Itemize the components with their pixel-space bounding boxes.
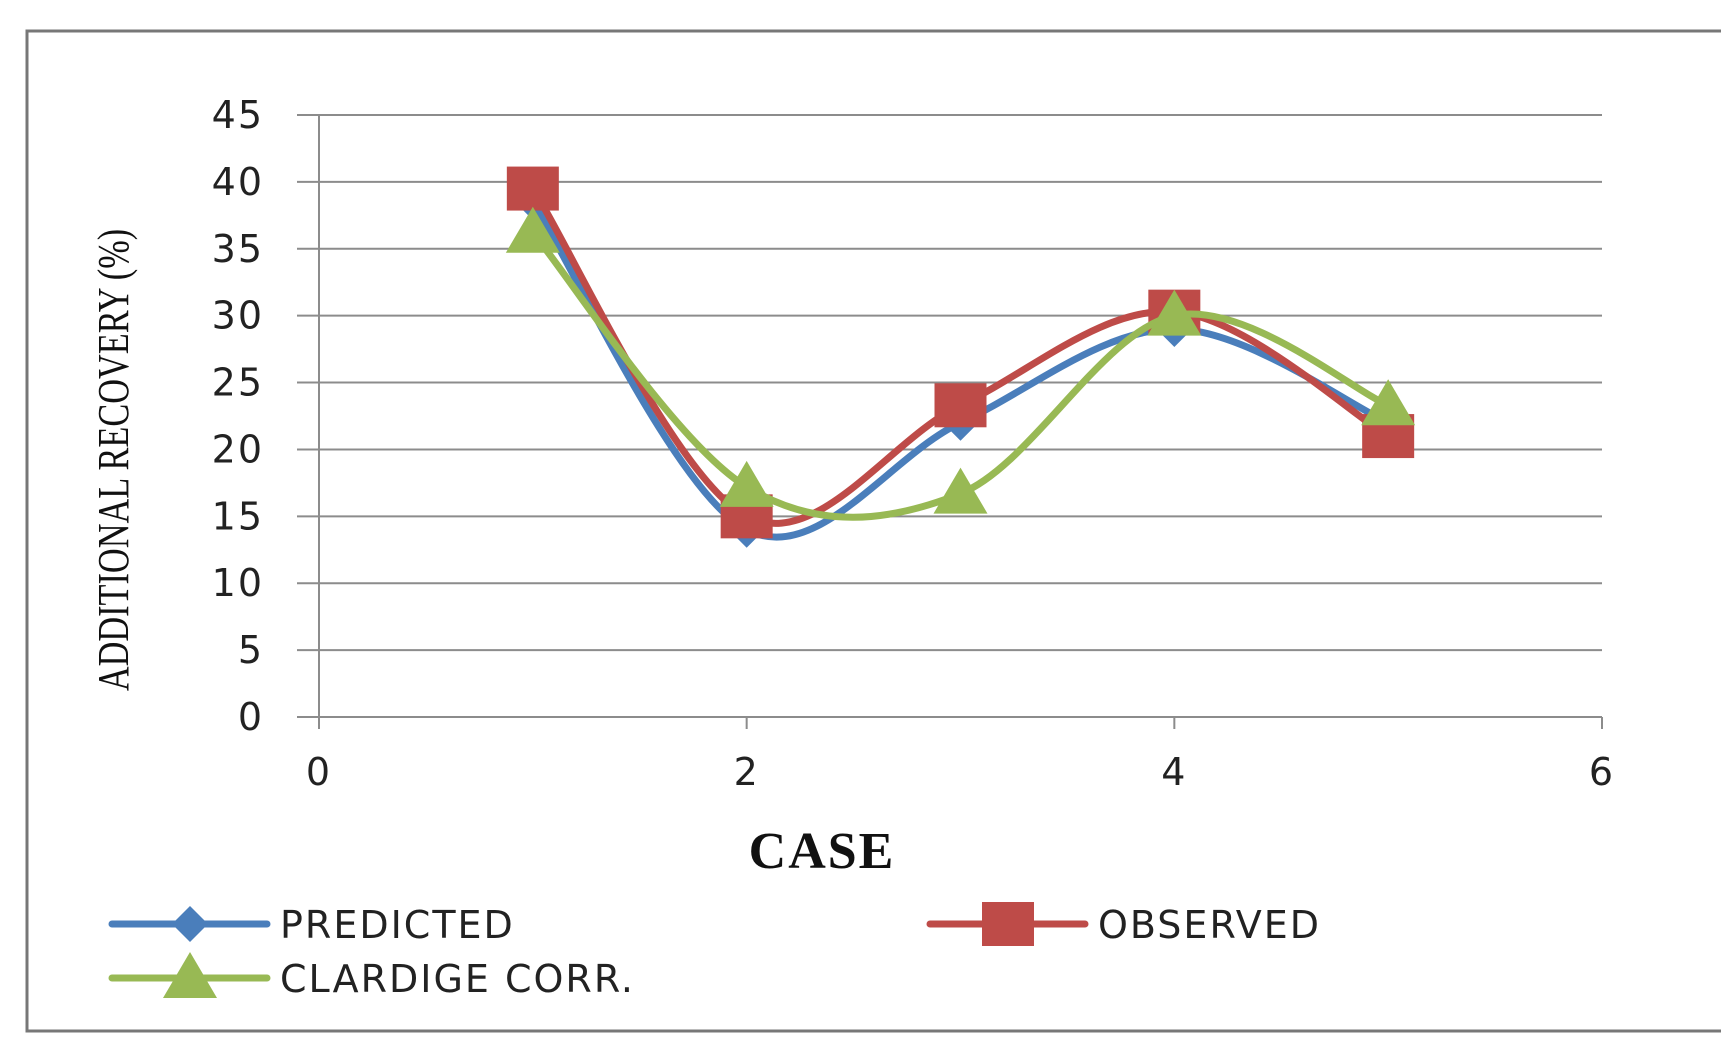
y-tick-label: 5: [238, 628, 264, 672]
data-point-square: [934, 383, 987, 428]
x-tick-label: 2: [734, 750, 760, 794]
legend-label: OBSERVED: [1098, 903, 1321, 947]
data-point-triangle: [719, 460, 774, 507]
series-line: [529, 198, 1392, 541]
legend-marker-square: [982, 902, 1034, 946]
legend-item: CLARDIGE CORR.: [108, 952, 635, 1001]
data-point-square: [506, 166, 559, 211]
y-tick-label: 15: [212, 494, 264, 538]
y-tick-label: 10: [212, 561, 264, 605]
x-tick-label: 0: [306, 750, 332, 794]
x-tick-label: 4: [1161, 750, 1187, 794]
legend-marker-triangle: [163, 952, 217, 998]
y-tick-label: 20: [212, 427, 264, 471]
chart-frame: [25, 29, 1721, 1033]
data-point-triangle: [1361, 379, 1416, 426]
legend-marker-diamond: [172, 906, 208, 942]
data-point-triangle: [505, 206, 560, 253]
data-point-triangle: [933, 467, 988, 514]
legend-label: CLARDIGE CORR.: [280, 957, 635, 1001]
legend-item: OBSERVED: [926, 902, 1321, 947]
data-point-triangle: [1147, 289, 1202, 336]
series-clardige-corr: [505, 206, 1416, 521]
y-tick-label: 25: [212, 361, 264, 405]
x-axis-label: CASE: [749, 823, 896, 880]
legend-label: PREDICTED: [280, 903, 515, 947]
y-tick-label: 40: [212, 160, 264, 204]
y-tick-label: 35: [212, 227, 264, 271]
y-tick-label: 0: [238, 695, 264, 739]
legend-item: PREDICTED: [108, 903, 515, 947]
y-axis-label: ADDITIONAL RECOVERY (%): [89, 229, 138, 691]
y-tick-label: 45: [212, 93, 264, 137]
y-tick-label: 30: [212, 294, 264, 338]
x-tick-label: 6: [1589, 750, 1615, 794]
